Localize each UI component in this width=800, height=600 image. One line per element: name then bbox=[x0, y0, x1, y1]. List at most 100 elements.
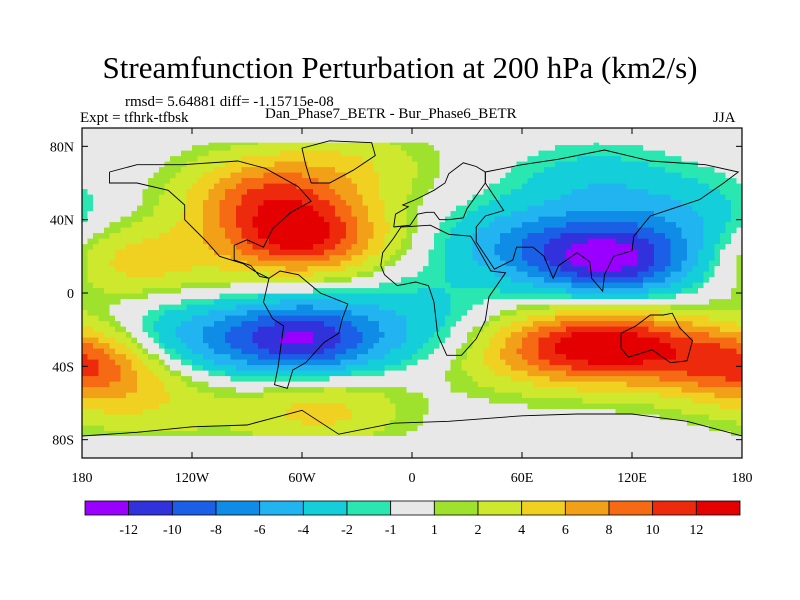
field-cell bbox=[511, 386, 518, 393]
field-cell bbox=[313, 183, 320, 190]
field-cell bbox=[439, 243, 446, 250]
field-cell bbox=[87, 353, 94, 360]
field-cell bbox=[192, 397, 199, 404]
field-cell bbox=[214, 287, 221, 294]
field-cell bbox=[302, 430, 309, 437]
field-cell bbox=[538, 430, 545, 437]
field-cell bbox=[137, 381, 144, 388]
field-cell bbox=[230, 342, 237, 349]
field-cell bbox=[269, 304, 276, 311]
field-cell bbox=[307, 150, 314, 157]
field-cell bbox=[428, 177, 435, 184]
field-cell bbox=[153, 287, 160, 294]
field-cell bbox=[247, 183, 254, 190]
field-cell bbox=[291, 260, 298, 267]
field-cell bbox=[505, 403, 512, 410]
field-cell bbox=[505, 271, 512, 278]
field-cell bbox=[467, 254, 474, 261]
field-cell bbox=[258, 337, 265, 344]
field-cell bbox=[164, 150, 171, 157]
field-cell bbox=[478, 155, 485, 162]
field-cell bbox=[164, 271, 171, 278]
field-cell bbox=[357, 144, 364, 151]
field-cell bbox=[252, 282, 259, 289]
field-cell bbox=[516, 161, 523, 168]
field-cell bbox=[434, 216, 441, 223]
field-cell bbox=[505, 353, 512, 360]
field-cell bbox=[186, 232, 193, 239]
field-cell bbox=[335, 282, 342, 289]
field-cell bbox=[373, 386, 380, 393]
field-cell bbox=[489, 293, 496, 300]
field-cell bbox=[412, 205, 419, 212]
field-cell bbox=[252, 353, 259, 360]
field-cell bbox=[208, 397, 215, 404]
field-cell bbox=[241, 304, 248, 311]
field-cell bbox=[439, 232, 446, 239]
field-cell bbox=[483, 150, 490, 157]
field-cell bbox=[489, 298, 496, 305]
field-cell bbox=[225, 238, 232, 245]
field-cell bbox=[203, 216, 210, 223]
field-cell bbox=[269, 342, 276, 349]
field-cell bbox=[351, 221, 358, 228]
field-cell bbox=[142, 210, 149, 217]
field-cell bbox=[181, 249, 188, 256]
field-cell bbox=[472, 414, 479, 421]
field-cell bbox=[181, 348, 188, 355]
field-cell bbox=[142, 265, 149, 272]
field-cell bbox=[164, 403, 171, 410]
field-cell bbox=[142, 320, 149, 327]
field-cell bbox=[406, 177, 413, 184]
field-cell bbox=[175, 419, 182, 426]
field-cell bbox=[137, 144, 144, 151]
field-cell bbox=[120, 144, 127, 151]
field-cell bbox=[247, 326, 254, 333]
field-cell bbox=[324, 425, 331, 432]
field-cell bbox=[131, 161, 138, 168]
field-cell bbox=[527, 216, 534, 223]
field-cell bbox=[247, 419, 254, 426]
field-cell bbox=[439, 188, 446, 195]
field-cell bbox=[225, 265, 232, 272]
field-cell bbox=[203, 419, 210, 426]
field-cell bbox=[379, 172, 386, 179]
field-cell bbox=[104, 370, 111, 377]
field-cell bbox=[373, 375, 380, 382]
field-cell bbox=[434, 315, 441, 322]
field-cell bbox=[533, 309, 540, 316]
field-cell bbox=[527, 243, 534, 250]
field-cell bbox=[445, 331, 452, 338]
field-cell bbox=[192, 150, 199, 157]
field-cell bbox=[395, 243, 402, 250]
field-cell bbox=[137, 265, 144, 272]
field-cell bbox=[307, 172, 314, 179]
field-cell bbox=[511, 155, 518, 162]
field-cell bbox=[104, 326, 111, 333]
field-cell bbox=[362, 243, 369, 250]
field-cell bbox=[401, 227, 408, 234]
field-cell bbox=[335, 397, 342, 404]
field-cell bbox=[87, 238, 94, 245]
field-cell bbox=[401, 183, 408, 190]
field-cell bbox=[153, 177, 160, 184]
field-cell bbox=[263, 414, 270, 421]
field-cell bbox=[489, 370, 496, 377]
field-cell bbox=[329, 353, 336, 360]
field-cell bbox=[324, 364, 331, 371]
field-cell bbox=[456, 309, 463, 316]
field-cell bbox=[263, 172, 270, 179]
field-cell bbox=[197, 199, 204, 206]
field-cell bbox=[445, 276, 452, 283]
field-cell bbox=[131, 408, 138, 415]
field-cell bbox=[214, 414, 221, 421]
field-cell bbox=[467, 150, 474, 157]
field-cell bbox=[285, 221, 292, 228]
field-cell bbox=[313, 386, 320, 393]
field-cell bbox=[82, 315, 89, 322]
field-cell bbox=[351, 331, 358, 338]
field-cell bbox=[142, 397, 149, 404]
field-cell bbox=[109, 364, 116, 371]
field-cell bbox=[87, 370, 94, 377]
field-cell bbox=[197, 370, 204, 377]
